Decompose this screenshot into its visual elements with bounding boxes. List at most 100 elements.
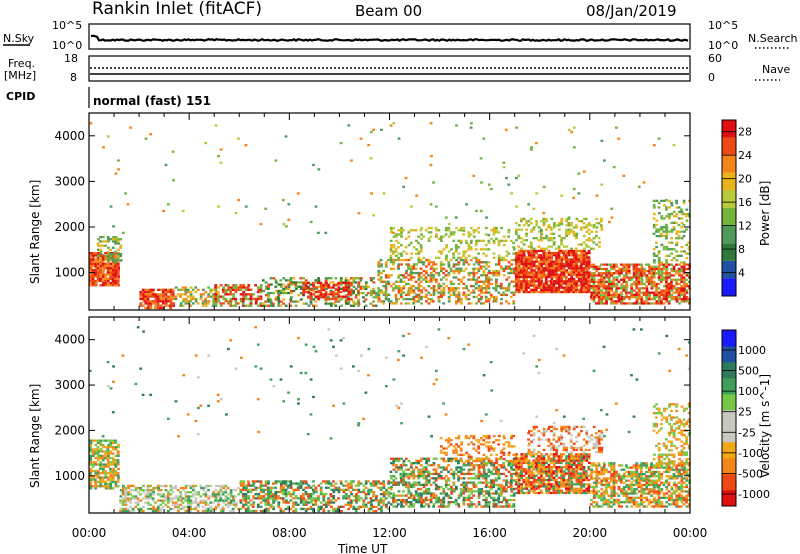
power-cell xyxy=(97,255,100,258)
power-cell xyxy=(334,277,338,280)
power-cell xyxy=(154,300,157,303)
velocity-cell xyxy=(282,493,285,496)
power-cell xyxy=(662,289,666,292)
power-cell xyxy=(555,224,558,227)
power-cell xyxy=(553,226,556,229)
velocity-cell xyxy=(487,492,491,495)
power-cell xyxy=(547,260,551,263)
power-cell xyxy=(593,295,596,299)
power-cell xyxy=(419,250,423,253)
power-cell xyxy=(657,230,661,233)
power-cell xyxy=(537,267,541,270)
velocity-cell xyxy=(479,475,483,478)
power-cell xyxy=(567,260,571,263)
power-cell xyxy=(575,249,578,253)
power-cell xyxy=(457,263,461,266)
velocity-cell xyxy=(392,492,396,495)
power-cell xyxy=(272,291,275,295)
power-cell xyxy=(662,248,666,251)
power-cell xyxy=(412,300,416,303)
velocity-cell xyxy=(101,476,105,479)
velocity-cell xyxy=(345,495,348,498)
power-cell xyxy=(532,282,536,285)
velocity-cell xyxy=(192,507,196,511)
velocity-cell xyxy=(470,462,473,465)
power-cell xyxy=(117,275,121,278)
power-cell xyxy=(504,128,508,131)
power-cell xyxy=(580,282,583,285)
power-cell xyxy=(613,302,616,305)
power-cell xyxy=(517,269,521,272)
power-cell xyxy=(600,280,603,283)
velocity-cell xyxy=(352,480,355,483)
power-cell xyxy=(612,166,616,169)
power-cell xyxy=(595,285,599,288)
power-cell xyxy=(141,297,145,301)
power-cell xyxy=(419,276,423,279)
velocity-cell xyxy=(132,497,135,500)
power-cell xyxy=(229,288,233,291)
velocity-cell xyxy=(370,503,373,506)
power-cell xyxy=(588,251,591,255)
y-tick-label: 4000 xyxy=(54,129,85,143)
power-cell xyxy=(685,274,689,277)
power-cell xyxy=(565,224,569,227)
power-cell xyxy=(314,281,318,284)
power-cell xyxy=(560,271,564,274)
power-cell xyxy=(409,241,413,245)
power-cell xyxy=(325,287,328,290)
power-cell xyxy=(472,235,476,238)
velocity-cell xyxy=(252,495,256,498)
velocity-cell xyxy=(284,493,288,496)
velocity-cell xyxy=(382,480,385,483)
power-cell xyxy=(495,269,499,273)
power-cell xyxy=(643,272,646,275)
power-cell xyxy=(532,286,536,289)
power-cell xyxy=(675,295,678,299)
power-cell xyxy=(494,289,498,292)
power-cell xyxy=(389,244,393,247)
power-cell xyxy=(116,279,120,283)
power-cell xyxy=(587,262,591,266)
power-cell xyxy=(297,294,300,297)
power-cell xyxy=(668,274,671,277)
power-cell xyxy=(665,280,668,283)
power-cell xyxy=(537,249,541,253)
power-cell xyxy=(217,295,220,298)
power-cell xyxy=(655,199,659,202)
power-cell xyxy=(575,251,579,255)
power-cell xyxy=(507,302,511,305)
power-cell xyxy=(444,229,448,232)
power-cell xyxy=(663,204,666,207)
power-cell xyxy=(392,302,396,305)
power-cell xyxy=(497,239,501,242)
velocity-cell xyxy=(280,497,283,500)
power-cell xyxy=(114,279,117,283)
power-cell xyxy=(517,234,521,238)
power-cell xyxy=(675,300,679,303)
velocity-cell xyxy=(204,499,208,502)
power-cell xyxy=(647,280,651,283)
power-cell xyxy=(575,258,578,261)
power-cell xyxy=(89,262,93,265)
velocity-cell xyxy=(495,462,498,465)
power-cell xyxy=(104,264,108,268)
power-cell xyxy=(612,300,616,303)
power-cell xyxy=(680,280,684,283)
power-cell xyxy=(89,258,93,261)
power-cell xyxy=(573,226,576,229)
power-cell xyxy=(394,287,398,290)
power-cell xyxy=(644,300,648,303)
velocity-cell xyxy=(209,484,213,488)
power-cell xyxy=(514,269,518,272)
power-cell xyxy=(144,302,148,305)
power-cell xyxy=(467,289,471,292)
velocity-cell xyxy=(247,509,250,513)
velocity-cell xyxy=(94,485,97,488)
power-cell xyxy=(514,273,518,276)
power-cell xyxy=(147,293,151,296)
power-cell xyxy=(462,287,465,290)
power-cell xyxy=(554,269,558,272)
power-cell xyxy=(96,267,100,270)
velocity-cell xyxy=(377,480,381,483)
